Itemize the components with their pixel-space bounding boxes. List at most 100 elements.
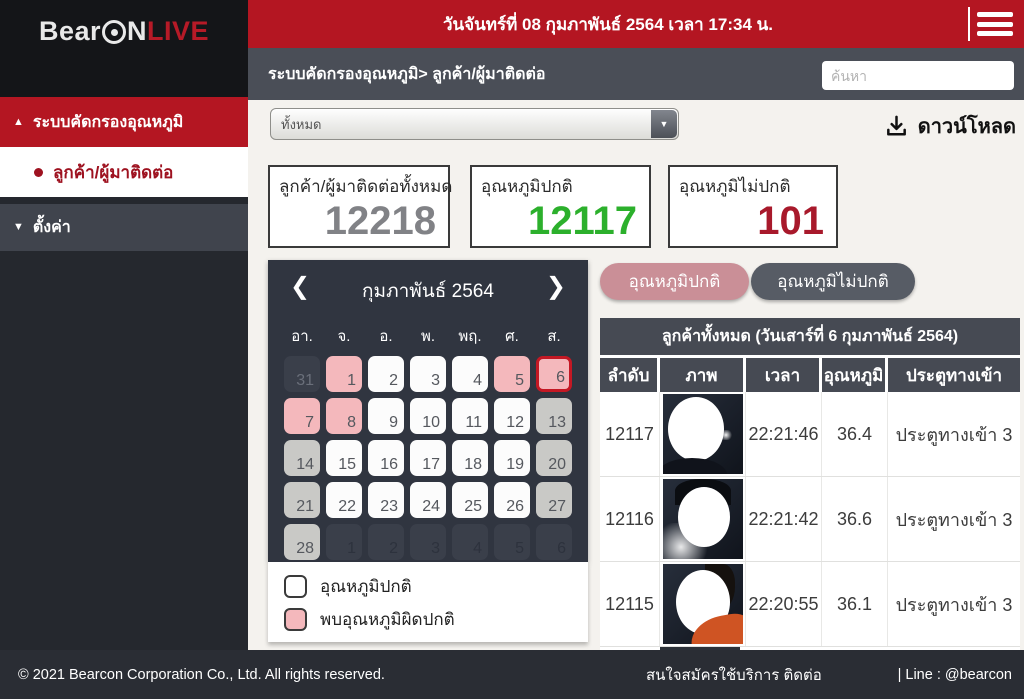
calendar-day[interactable]: 16 xyxy=(368,440,404,476)
calendar-day[interactable]: 18 xyxy=(452,440,488,476)
sidebar-item-label: ลูกค้า/ผู้มาติดต่อ xyxy=(53,162,174,182)
calendar: ❮ กุมภาพันธ์ 2564 ❯ อา. จ. อ. พ. พฤ. ศ. ส. 31 1 2… xyxy=(268,260,588,562)
calendar-day[interactable]: 28 xyxy=(284,524,320,560)
legend-label: อุณหภูมิปกติ xyxy=(320,577,412,596)
stat-value: 101 xyxy=(757,199,824,243)
calendar-day-of-week: ศ. xyxy=(505,328,519,345)
visitor-id: 12115 xyxy=(600,562,660,646)
calendar-day: 5 xyxy=(494,524,530,560)
visitor-id: 12117 xyxy=(600,392,660,476)
calendar-day[interactable]: 12 xyxy=(494,398,530,434)
hamburger-menu-icon[interactable] xyxy=(976,10,1014,38)
stat-card-normal-temp: อุณหภูมิปกติ 12117 xyxy=(470,165,651,248)
visitor-time: 22:21:42 xyxy=(746,477,822,561)
calendar-day[interactable]: 9 xyxy=(368,398,404,434)
table-row: 12117 22:21:46 36.4 ประตูทางเข้า 3 xyxy=(600,392,1020,477)
calendar-day[interactable]: 20 xyxy=(536,440,572,476)
search-input[interactable] xyxy=(822,61,1014,90)
calendar-day[interactable]: 8 xyxy=(326,398,362,434)
logo: Bear N LIVE xyxy=(0,0,248,100)
calendar-day[interactable]: 2 xyxy=(368,356,404,392)
calendar-day-of-week: พฤ. xyxy=(458,328,482,345)
legend-label: พบอุณหภูมิผิดปกติ xyxy=(320,610,455,629)
calendar-day[interactable]: 25 xyxy=(452,482,488,518)
calendar-day[interactable]: 7 xyxy=(284,398,320,434)
download-button[interactable]: ดาวน์โหลด xyxy=(884,110,1016,142)
visitors-table: ลูกค้าทั้งหมด (วันเสาร์ที่ 6 กุมภาพันธ์ … xyxy=(600,318,1020,650)
logo-text-n: N xyxy=(127,16,148,46)
calendar-day[interactable]: 1 xyxy=(326,356,362,392)
filter-dropdown[interactable]: ทั้งหมด ▼ xyxy=(270,108,679,140)
download-icon xyxy=(886,115,906,135)
column-header: ประตูทางเข้า xyxy=(888,358,1020,392)
table-row: 12115 22:20:55 36.1 ประตูทางเข้า 3 xyxy=(600,562,1020,647)
calendar-day[interactable]: 14 xyxy=(284,440,320,476)
calendar-day[interactable]: 10 xyxy=(410,398,446,434)
visitor-temperature: 36.6 xyxy=(822,477,888,561)
calendar-day[interactable]: 4 xyxy=(452,356,488,392)
calendar-day[interactable]: 15 xyxy=(326,440,362,476)
footer-contact: สนใจสมัครใช้บริการ ติดต่อ xyxy=(646,666,822,684)
calendar-day[interactable]: 26 xyxy=(494,482,530,518)
calendar-day[interactable]: 19 xyxy=(494,440,530,476)
calendar-day[interactable]: 17 xyxy=(410,440,446,476)
main-content: ทั้งหมด ▼ ดาวน์โหลด ลูกค้า/ผู้มาติดต่อทั… xyxy=(248,100,1024,650)
stat-card-abnormal-temp: อุณหภูมิไม่ปกติ 101 xyxy=(668,165,838,248)
logo-text-live: LIVE xyxy=(147,16,210,46)
calendar-day: 4 xyxy=(452,524,488,560)
column-header: ลำดับ xyxy=(600,358,660,392)
sidebar-item-customers[interactable]: ลูกค้า/ผู้มาติดต่อ xyxy=(0,147,248,197)
calendar-day[interactable]: 21 xyxy=(284,482,320,518)
visitor-id: 12116 xyxy=(600,477,660,561)
calendar-day[interactable]: 6 xyxy=(536,356,572,392)
footer: © 2021 Bearcon Corporation Co., Ltd. All… xyxy=(0,650,1024,699)
table-body: 12117 22:21:46 36.4 ประตูทางเข้า 3 12116 22:2… xyxy=(600,392,1020,647)
calendar-day[interactable]: 13 xyxy=(536,398,572,434)
visitor-photo-partial xyxy=(660,647,740,650)
calendar-day[interactable]: 5 xyxy=(494,356,530,392)
calendar-day: 6 xyxy=(536,524,572,560)
table-row-partial xyxy=(600,647,1020,650)
table-header-row: ลำดับ ภาพ เวลา อุณหภูมิ ประตูทางเข้า xyxy=(600,358,1020,392)
calendar-day[interactable]: 23 xyxy=(368,482,404,518)
breadcrumb-bar: ระบบคัดกรองอุณหภูมิ> ลูกค้า/ผู้มาติดต่อ xyxy=(248,48,1024,100)
stat-label: อุณหภูมิไม่ปกติ xyxy=(679,177,791,196)
download-label: ดาวน์โหลด xyxy=(917,116,1016,138)
footer-copyright: © 2021 Bearcon Corporation Co., Ltd. All… xyxy=(18,666,385,683)
calendar-day[interactable]: 27 xyxy=(536,482,572,518)
photo-cell xyxy=(660,392,746,476)
visitor-photo xyxy=(662,479,743,559)
footer-line-account: | Line : @bearcon xyxy=(897,666,1012,683)
triangle-down-icon: ▼ xyxy=(13,221,24,233)
visitor-gate: ประตูทางเข้า 3 xyxy=(895,424,1013,445)
sidebar-item-screening-system[interactable]: ▲ ระบบคัดกรองอุณหภูมิ xyxy=(0,97,248,147)
calendar-day[interactable]: 11 xyxy=(452,398,488,434)
calendar-legend: อุณหภูมิปกติ พบอุณหภูมิผิดปกติ xyxy=(268,562,588,642)
stat-card-total: ลูกค้า/ผู้มาติดต่อทั้งหมด 12218 xyxy=(268,165,452,248)
sidebar-item-settings[interactable]: ▼ ตั้งค่า xyxy=(0,204,248,251)
legend-swatch-abnormal xyxy=(284,608,307,631)
calendar-day[interactable]: 22 xyxy=(326,482,362,518)
visitor-temperature: 36.1 xyxy=(822,562,888,646)
breadcrumb: ระบบคัดกรองอุณหภูมิ> ลูกค้า/ผู้มาติดต่อ xyxy=(268,65,546,83)
chevron-left-icon[interactable]: ❮ xyxy=(290,273,311,300)
bullet-icon xyxy=(34,167,43,177)
calendar-day-of-week: อา. xyxy=(291,328,313,345)
legend-swatch-normal xyxy=(284,575,307,598)
stat-value: 12117 xyxy=(527,199,637,243)
topbar-date: วันจันทร์ที่ 08 กุมภาพันธ์ 2564 เวลา 17:… xyxy=(443,14,773,34)
visitor-time: 22:20:55 xyxy=(746,562,822,646)
column-header: เวลา xyxy=(746,358,822,392)
calendar-day[interactable]: 24 xyxy=(410,482,446,518)
photo-cell xyxy=(660,562,746,646)
tab-abnormal-temperature[interactable]: อุณหภูมิไม่ปกติ xyxy=(751,263,915,300)
calendar-grid: อา. จ. อ. พ. พฤ. ศ. ส. 31 1 2 3 4 5 6 7 8 9 10 11 12 13 14 15 1… xyxy=(284,326,572,560)
tab-normal-temperature[interactable]: อุณหภูมิปกติ xyxy=(600,263,749,300)
calendar-day-of-week: ส. xyxy=(547,328,561,345)
calendar-day[interactable]: 3 xyxy=(410,356,446,392)
triangle-up-icon: ▲ xyxy=(13,115,24,128)
stat-label: อุณหภูมิปกติ xyxy=(481,177,573,196)
calendar-month-title: กุมภาพันธ์ 2564 xyxy=(362,281,494,302)
chevron-right-icon[interactable]: ❯ xyxy=(545,273,566,300)
